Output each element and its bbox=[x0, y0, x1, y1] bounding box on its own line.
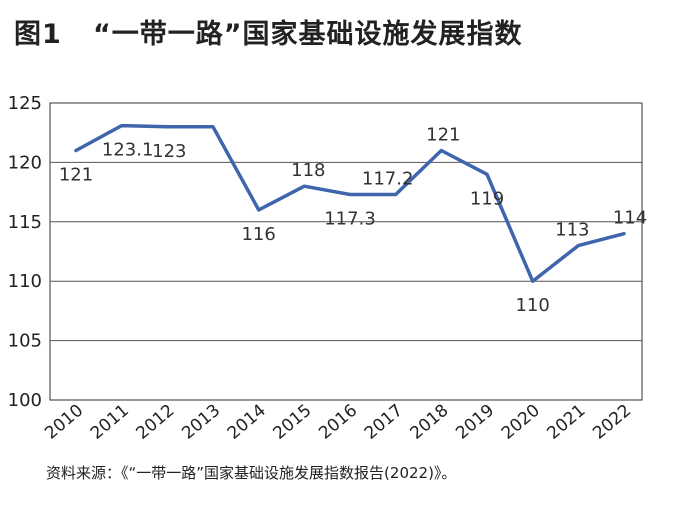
figure-title-text: “一带一路”国家基础设施发展指数 bbox=[93, 19, 523, 50]
data-label: 117.3 bbox=[324, 208, 376, 229]
y-tick-label: 120 bbox=[8, 152, 42, 173]
y-tick-label: 110 bbox=[8, 271, 42, 292]
y-tick-label: 100 bbox=[8, 390, 42, 411]
y-tick-label: 105 bbox=[8, 331, 42, 352]
x-axis-ticks: 2010 2011 2012 2013 2014 2015 2016 2017 2018 2019… bbox=[41, 401, 635, 444]
x-tick-label: 2018 bbox=[407, 401, 453, 444]
data-label: 113 bbox=[555, 220, 589, 241]
plot-frame bbox=[49, 102, 643, 401]
figure-label: 图1 bbox=[14, 19, 62, 50]
x-tick-label: 2012 bbox=[133, 401, 179, 444]
data-label: 121 bbox=[59, 165, 93, 186]
x-tick-label: 2019 bbox=[452, 401, 498, 444]
x-tick-label: 2011 bbox=[87, 401, 133, 444]
x-tick-label: 2022 bbox=[589, 401, 635, 444]
data-label: 118 bbox=[291, 160, 325, 181]
data-label: 123 bbox=[152, 141, 186, 162]
x-tick-label: 2014 bbox=[224, 401, 270, 444]
y-tick-label: 115 bbox=[8, 212, 42, 233]
source-note: 资料来源：《“一带一路”国家基础设施发展指数报告(2022)》。 bbox=[46, 464, 457, 482]
data-label: 114 bbox=[613, 208, 647, 229]
x-tick-label: 2010 bbox=[41, 401, 87, 444]
x-tick-label: 2021 bbox=[544, 401, 590, 444]
x-tick-label: 2015 bbox=[270, 401, 316, 444]
grid-lines bbox=[50, 161, 642, 342]
x-tick-label: 2017 bbox=[361, 401, 407, 444]
y-tick-label: 125 bbox=[8, 93, 42, 114]
data-label: 121 bbox=[426, 125, 460, 146]
data-label: 119 bbox=[470, 188, 504, 209]
data-label: 123.1 bbox=[102, 140, 154, 161]
data-label: 117.2 bbox=[362, 168, 414, 189]
x-tick-label: 2013 bbox=[178, 401, 224, 444]
data-label: 116 bbox=[241, 224, 275, 245]
y-axis-ticks: 100 105 110 115 120 125 bbox=[8, 93, 42, 411]
x-tick-label: 2020 bbox=[498, 401, 544, 444]
figure-title: 图1 “一带一路”国家基础设施发展指数 bbox=[14, 12, 523, 51]
series-line bbox=[74, 123, 626, 283]
data-label: 110 bbox=[515, 295, 549, 316]
x-tick-label: 2016 bbox=[315, 401, 361, 444]
